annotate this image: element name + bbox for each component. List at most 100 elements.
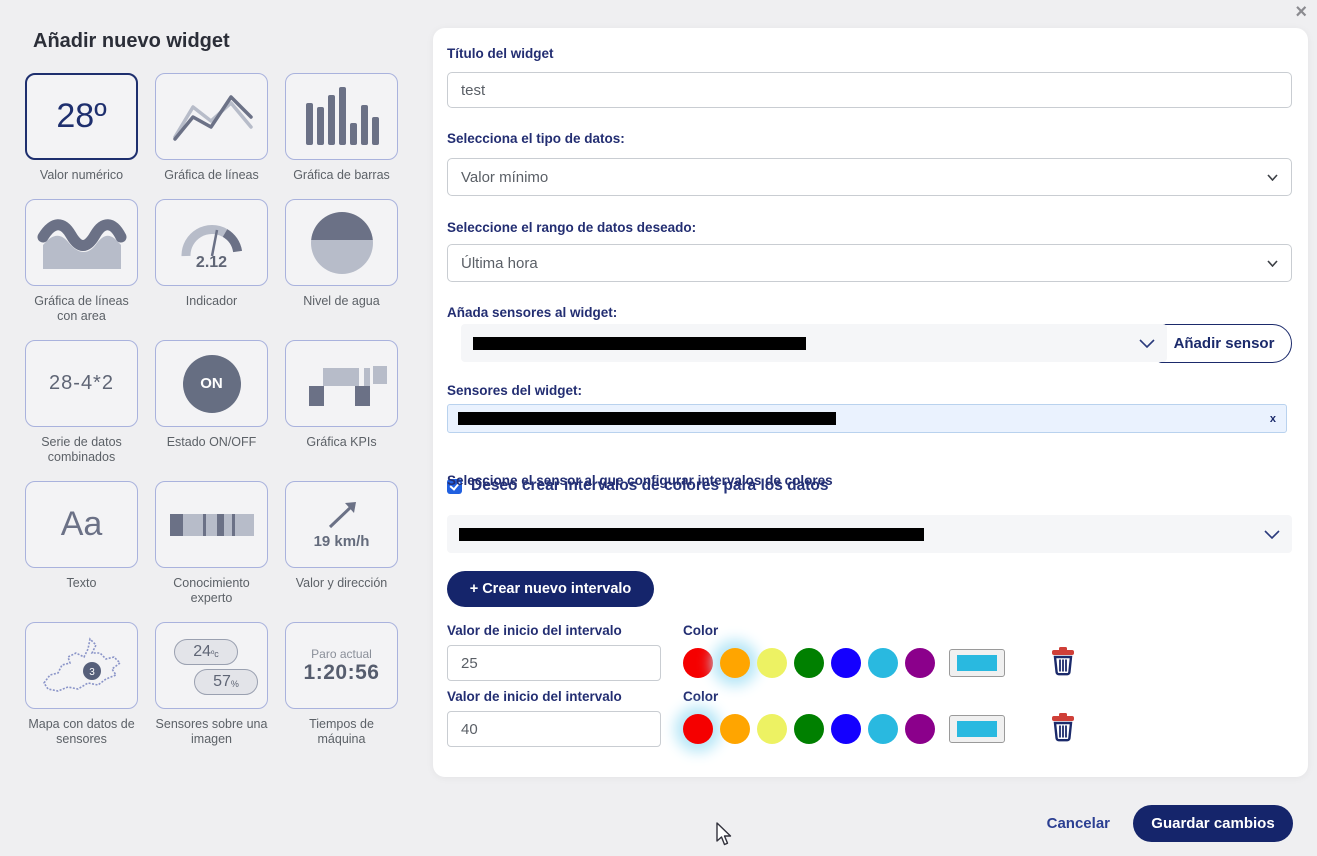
title-label: Título del widget <box>447 46 554 61</box>
widget-type-conocimiento-experto[interactable]: Conocimiento experto <box>155 481 268 606</box>
color-swatch-orange[interactable] <box>720 714 750 744</box>
delete-interval-button[interactable] <box>1051 647 1075 679</box>
area-chart-icon <box>37 218 126 269</box>
select-arrow-icon <box>1267 173 1278 181</box>
select-arrow-icon <box>1267 259 1278 267</box>
widget-type-mapa-sensores[interactable]: 3 Mapa con datos de sensores <box>25 622 138 747</box>
checkbox-checked-icon[interactable] <box>447 478 462 494</box>
widget-type-valor-numerico[interactable]: 28º Valor numérico <box>25 73 138 183</box>
color-swatch-cyan[interactable] <box>868 714 898 744</box>
numeric-value-text: 28º <box>56 97 107 135</box>
on-off-icon: ON <box>182 354 241 413</box>
intervals-checkbox-label: Deseo crear intervalos de colores para l… <box>471 477 829 494</box>
interval-row: Valor de inicio del intervalo Color <box>447 623 1292 681</box>
machine-caption: Paro actual <box>311 646 372 661</box>
color-swatch-cyan[interactable] <box>868 648 898 678</box>
gauge-icon <box>180 224 242 256</box>
direction-arrow-icon <box>328 502 356 529</box>
color-swatch-red[interactable] <box>683 648 713 678</box>
interval-start-input[interactable] <box>447 645 661 681</box>
widget-type-nivel-agua[interactable]: Nivel de agua <box>285 199 398 324</box>
data-type-label: Selecciona el tipo de datos: <box>447 131 625 146</box>
interval-sensor-dropdown[interactable] <box>447 515 1292 553</box>
sensor-pill-humidity: 57% <box>194 669 258 695</box>
color-swatch-yellow[interactable] <box>757 648 787 678</box>
redacted-sensor-name <box>473 336 806 350</box>
interval-start-label: Valor de inicio del intervalo <box>447 623 622 638</box>
color-swatch-green[interactable] <box>794 648 824 678</box>
color-swatch-yellow[interactable] <box>757 714 787 744</box>
text-widget-glyph: Aa <box>60 505 103 543</box>
water-level-icon <box>310 211 373 274</box>
widget-type-tiempos-maquina[interactable]: Paro actual 1:20:56 Tiempos de máquina <box>285 622 398 747</box>
interval-color-label: Color <box>683 689 719 704</box>
color-swatch-blue[interactable] <box>831 648 861 678</box>
range-select[interactable]: Última hora <box>447 244 1292 282</box>
color-swatch-orange[interactable] <box>720 648 750 678</box>
widget-config-panel: Título del widget Selecciona el tipo de … <box>433 28 1308 777</box>
numeric-value-preview: 28º <box>25 73 138 160</box>
direction-value: 19 km/h <box>313 533 370 550</box>
cancel-button[interactable]: Cancelar <box>1046 815 1110 832</box>
sensor-intervals-label: Seleccione el sensor al que configurar i… <box>447 473 833 488</box>
widget-title-input[interactable] <box>447 72 1292 108</box>
sensor-chip: x <box>447 404 1287 433</box>
expert-knowledge-icon <box>169 513 254 536</box>
redacted-chip-text <box>458 412 836 425</box>
gauge-value: 2.12 <box>195 253 228 271</box>
color-swatch-red[interactable] <box>683 714 713 744</box>
bar-chart-icon <box>305 86 379 145</box>
color-swatch-purple[interactable] <box>905 648 935 678</box>
color-swatch-green[interactable] <box>794 714 824 744</box>
redacted-sensor-name <box>459 527 924 541</box>
sensor-pill-temp: 24 ºc <box>174 639 238 665</box>
page-title: Añadir nuevo widget <box>33 30 230 52</box>
machine-time: 1:20:56 <box>303 660 380 684</box>
widget-type-valor-direccion[interactable]: 19 km/h Valor y dirección <box>285 481 398 606</box>
add-sensor-button[interactable]: Añadir sensor <box>1156 324 1292 363</box>
remove-sensor-icon[interactable]: x <box>1269 412 1276 425</box>
widget-type-grid: 28º Valor numérico Gráfica de líneas <box>25 73 400 763</box>
widget-type-lineas-area[interactable]: Gráfica de líneas con area <box>25 199 138 324</box>
intervals-checkbox-row[interactable]: Deseo crear intervalos de colores para l… <box>447 477 829 495</box>
widget-sensors-label: Sensores del widget: <box>447 383 583 398</box>
interval-row: Valor de inicio del intervalo Color <box>447 689 1292 747</box>
trash-icon <box>1052 647 1074 676</box>
map-badge: 3 <box>89 667 95 678</box>
delete-interval-button[interactable] <box>1051 713 1075 745</box>
color-swatch-purple[interactable] <box>905 714 935 744</box>
color-swatch-blue[interactable] <box>831 714 861 744</box>
save-changes-button[interactable]: Guardar cambios <box>1133 805 1293 842</box>
chevron-down-icon <box>1139 338 1155 348</box>
map-icon: 3 <box>42 636 121 692</box>
sensor-dropdown[interactable] <box>461 324 1167 362</box>
chevron-down-icon <box>1264 529 1280 539</box>
create-interval-button[interactable]: + Crear nuevo intervalo <box>447 571 654 607</box>
widget-type-grafica-lineas[interactable]: Gráfica de líneas <box>155 73 268 183</box>
data-type-select[interactable]: Valor mínimo <box>447 158 1292 196</box>
widget-type-serie-combinada[interactable]: 28-4*2 Serie de datos combinados <box>25 340 138 465</box>
widget-type-texto[interactable]: Aa Texto <box>25 481 138 606</box>
widget-type-grafica-barras[interactable]: Gráfica de barras <box>285 73 398 183</box>
kpi-chart-icon <box>308 365 387 406</box>
interval-start-input[interactable] <box>447 711 661 747</box>
close-icon[interactable]: × <box>1295 1 1307 23</box>
line-chart-icon <box>172 94 253 141</box>
color-swatch-row <box>683 714 935 744</box>
color-swatch-row <box>683 648 935 678</box>
range-label: Seleccione el rango de datos deseado: <box>447 220 697 235</box>
widget-type-sensores-imagen[interactable]: 24 ºc 57% Sensores sobre una imagen <box>155 622 268 747</box>
combined-series-text: 28-4*2 <box>49 372 114 394</box>
mouse-cursor <box>716 822 732 846</box>
custom-color-picker[interactable] <box>949 649 1005 677</box>
custom-color-picker[interactable] <box>949 715 1005 743</box>
widget-type-indicador[interactable]: 2.12 Indicador <box>155 199 268 324</box>
sensor-picker-row: Añadir sensor <box>447 324 1292 363</box>
widget-type-estado-onoff[interactable]: ON Estado ON/OFF <box>155 340 268 465</box>
trash-icon <box>1052 713 1074 742</box>
add-sensors-label: Añada sensores al widget: <box>447 305 618 320</box>
widget-type-grafica-kpis[interactable]: Gráfica KPIs <box>285 340 398 465</box>
interval-start-label: Valor de inicio del intervalo <box>447 689 622 704</box>
interval-color-label: Color <box>683 623 719 638</box>
